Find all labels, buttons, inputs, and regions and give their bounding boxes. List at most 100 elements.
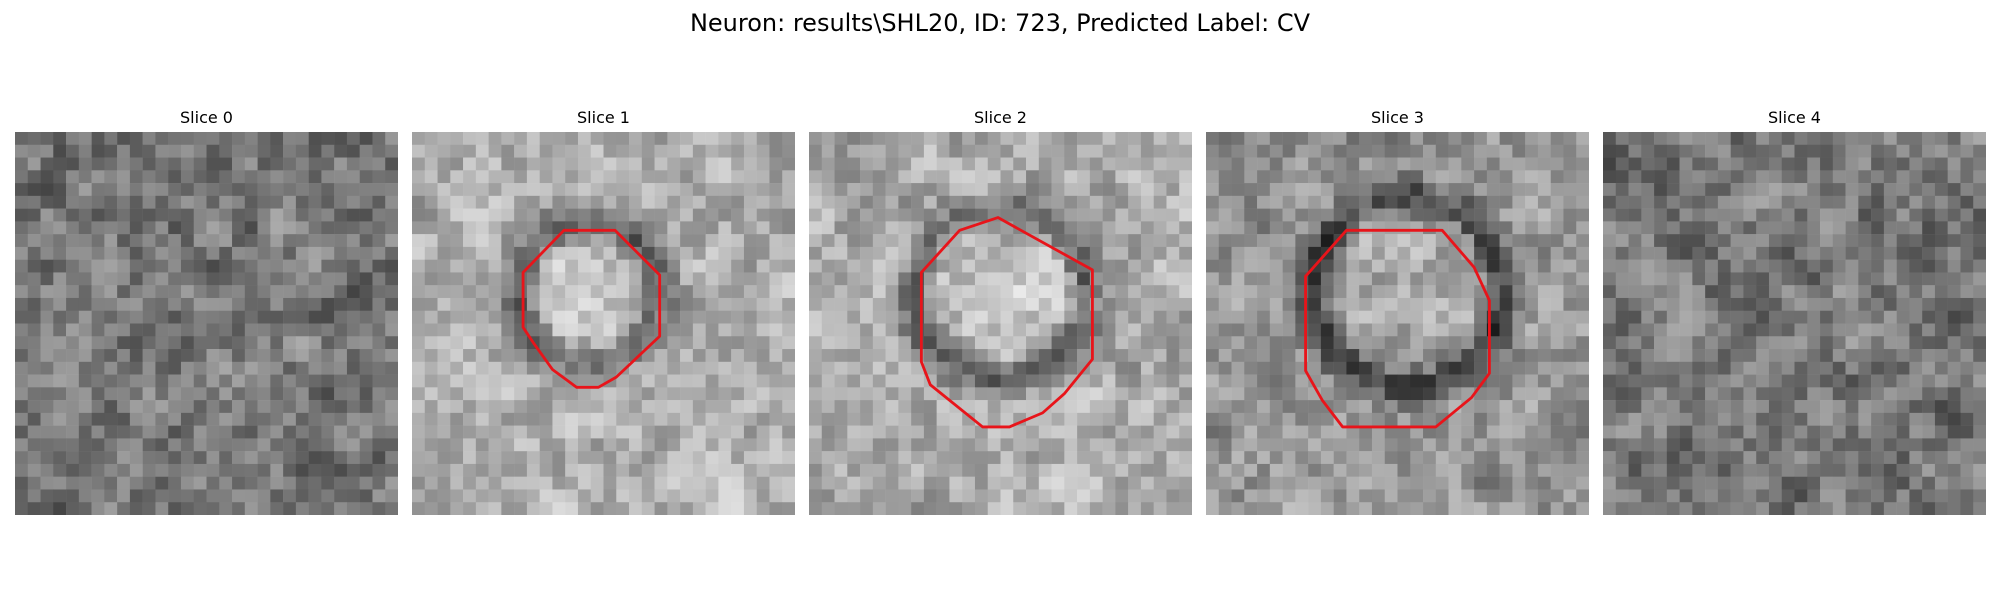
pixel (117, 170, 131, 184)
pixel (91, 361, 105, 375)
pixel (1794, 349, 1808, 363)
pixel (372, 272, 386, 286)
pixel (923, 259, 937, 273)
pixel (769, 489, 783, 503)
pixel (1525, 208, 1539, 222)
pixel (155, 438, 169, 452)
pixel (1102, 425, 1116, 439)
pixel (168, 259, 182, 273)
pixel (1909, 208, 1923, 222)
pixel (1231, 323, 1245, 337)
pixel (1308, 412, 1322, 426)
pixel (1512, 489, 1526, 503)
pixel (219, 336, 233, 350)
pixel (1730, 157, 1744, 171)
pixel (155, 387, 169, 401)
pixel (424, 374, 438, 388)
pixel (705, 387, 719, 401)
pixel (847, 400, 861, 414)
pixel (1807, 310, 1821, 324)
pixel (244, 361, 258, 375)
pixel (257, 387, 271, 401)
pixel (372, 412, 386, 426)
pixel (1871, 208, 1885, 222)
pixel (1641, 374, 1655, 388)
pixel (1102, 234, 1116, 248)
pixel (1512, 425, 1526, 439)
pixel (885, 463, 899, 477)
pixel (1820, 221, 1834, 235)
pixel (1692, 476, 1706, 490)
pixel (1206, 157, 1220, 171)
pixel (1973, 272, 1986, 286)
pixel (1960, 463, 1974, 477)
pixel (1153, 144, 1167, 158)
pixel (1102, 157, 1116, 171)
pixel (283, 323, 297, 337)
pixel (1231, 246, 1245, 260)
pixel (1679, 489, 1693, 503)
pixel (1820, 132, 1834, 146)
pixel (1000, 297, 1014, 311)
pixel (501, 234, 515, 248)
pixel (1960, 297, 1974, 311)
pixel (66, 272, 80, 286)
pixel (1960, 502, 1974, 515)
pixel (590, 144, 604, 158)
pixel (1960, 425, 1974, 439)
pixel (641, 310, 655, 324)
pixel (1166, 425, 1180, 439)
pixel (1064, 412, 1078, 426)
pixel (1269, 476, 1283, 490)
pixel (1257, 297, 1271, 311)
pixel (1320, 272, 1334, 286)
pixel (1295, 438, 1309, 452)
pixel (1820, 183, 1834, 197)
pixel (1320, 425, 1334, 439)
pixel (923, 336, 937, 350)
pixel (346, 425, 360, 439)
pixel (1038, 195, 1052, 209)
pixel (1679, 451, 1693, 465)
pixel (1807, 234, 1821, 248)
pixel (680, 183, 694, 197)
pixel (66, 361, 80, 375)
pixel (129, 463, 143, 477)
pixel (898, 195, 912, 209)
pixel (78, 259, 92, 273)
pixel (577, 387, 591, 401)
pixel (692, 502, 706, 515)
pixel (590, 502, 604, 515)
pixel (1179, 323, 1192, 337)
pixel (1231, 425, 1245, 439)
pixel (1206, 221, 1220, 235)
pixel (1308, 246, 1322, 260)
pixel (654, 502, 668, 515)
pixel (1410, 361, 1424, 375)
pixel (1845, 208, 1859, 222)
pixel (1166, 208, 1180, 222)
pixel (1603, 374, 1617, 388)
pixel (1909, 144, 1923, 158)
pixel (654, 195, 668, 209)
pixel (565, 438, 579, 452)
pixel (1641, 221, 1655, 235)
pixel (424, 132, 438, 146)
pixel (1499, 144, 1513, 158)
pixel (629, 425, 643, 439)
pixel (743, 259, 757, 273)
pixel (1257, 400, 1271, 414)
pixel (1295, 476, 1309, 490)
pixel (1705, 425, 1719, 439)
pixel (1832, 438, 1846, 452)
pixel (1282, 463, 1296, 477)
pixel (885, 157, 899, 171)
pixel (974, 425, 988, 439)
pixel (1973, 221, 1986, 235)
pixel (1666, 502, 1680, 515)
pixel (1781, 144, 1795, 158)
pixel (219, 412, 233, 426)
pixel (1397, 336, 1411, 350)
pixel (424, 463, 438, 477)
pixel (731, 502, 745, 515)
